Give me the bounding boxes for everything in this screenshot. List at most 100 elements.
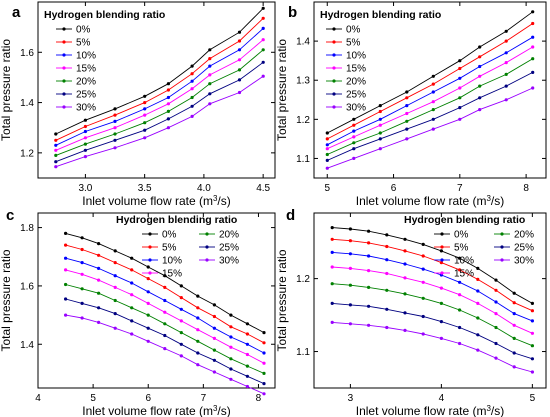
legend-item: 20%	[199, 230, 239, 241]
data-point	[208, 57, 212, 61]
data-point	[229, 335, 233, 339]
data-point	[421, 254, 425, 258]
data-point	[54, 153, 58, 157]
data-point	[64, 282, 68, 287]
y-tick-label: 1.1	[296, 154, 310, 165]
legend-label: 0%	[346, 25, 361, 36]
data-point	[179, 296, 183, 300]
data-point	[458, 308, 462, 312]
data-point	[458, 106, 462, 110]
data-point	[179, 354, 183, 358]
data-point	[478, 45, 482, 49]
data-point	[80, 316, 84, 320]
data-point	[325, 147, 329, 151]
legend-label: 20%	[514, 230, 534, 241]
data-point	[261, 74, 265, 78]
data-point	[512, 323, 516, 327]
data-point	[262, 382, 266, 386]
data-point	[146, 265, 150, 269]
legend-swatch-point	[332, 27, 336, 31]
data-point	[421, 314, 425, 319]
data-point	[431, 108, 435, 112]
data-point	[261, 16, 265, 20]
data-point	[494, 288, 498, 292]
data-point	[179, 342, 183, 346]
data-point	[229, 345, 233, 349]
data-point	[378, 147, 382, 151]
data-point	[325, 143, 329, 147]
data-point	[385, 288, 389, 292]
legend-item: 25%	[326, 90, 366, 101]
legend-item: 5%	[56, 38, 91, 49]
x-tick-label: 3	[348, 393, 354, 404]
data-point	[367, 241, 371, 245]
data-point	[458, 117, 462, 121]
series-5pct	[64, 243, 266, 345]
legend-swatch-point	[148, 258, 152, 262]
series-0pct	[325, 10, 535, 135]
data-point	[179, 331, 183, 335]
data-point	[163, 285, 167, 289]
series-0pct	[330, 226, 535, 305]
data-point	[348, 227, 352, 231]
legend-item: 25%	[199, 243, 239, 254]
data-point	[405, 127, 409, 131]
data-point	[476, 289, 480, 293]
data-point	[494, 312, 498, 316]
data-point	[262, 392, 266, 396]
data-point	[403, 262, 407, 266]
data-point	[146, 326, 150, 330]
data-point	[494, 341, 498, 346]
data-point	[478, 84, 482, 88]
data-point	[212, 326, 216, 330]
data-point	[478, 108, 482, 112]
series-5pct	[330, 237, 535, 313]
data-point	[476, 277, 480, 281]
data-point	[261, 38, 265, 42]
data-point	[190, 104, 194, 108]
data-point	[385, 258, 389, 262]
data-point	[512, 301, 516, 305]
data-point	[405, 96, 409, 100]
legend-swatch-point	[500, 245, 504, 249]
data-point	[504, 51, 508, 55]
data-point	[237, 39, 242, 43]
series-line	[332, 251, 533, 322]
legend-label: 25%	[219, 243, 239, 254]
x-tick-label: 5	[90, 393, 96, 404]
series-15pct	[64, 268, 266, 365]
data-point	[530, 370, 535, 374]
legend-title: Hydrogen blending ratio	[44, 9, 165, 21]
data-point	[166, 126, 170, 130]
data-point	[130, 293, 134, 297]
data-point	[476, 301, 480, 305]
data-point	[262, 361, 266, 365]
series-25pct	[330, 301, 535, 361]
data-point	[54, 132, 58, 136]
data-point	[143, 128, 147, 132]
legend-swatch-point	[148, 245, 152, 249]
series-line	[332, 321, 533, 373]
legend-label: 10%	[162, 256, 182, 267]
data-point	[531, 21, 535, 26]
data-point	[113, 119, 117, 123]
data-point	[179, 307, 183, 311]
legend-item: 5%	[142, 243, 177, 254]
data-point	[531, 45, 535, 49]
plot-frame	[313, 1, 547, 179]
data-point	[330, 320, 334, 324]
data-point	[403, 328, 407, 332]
data-point	[143, 101, 147, 105]
data-point	[348, 303, 352, 307]
legend-item: 10%	[326, 51, 366, 62]
data-point	[330, 250, 334, 254]
data-point	[83, 142, 87, 146]
data-point	[367, 285, 371, 289]
data-point	[330, 226, 334, 230]
legend-item: 20%	[56, 77, 96, 88]
data-point	[530, 357, 535, 361]
data-point	[330, 282, 334, 286]
legend-item: 30%	[326, 103, 366, 114]
data-point	[494, 325, 498, 330]
